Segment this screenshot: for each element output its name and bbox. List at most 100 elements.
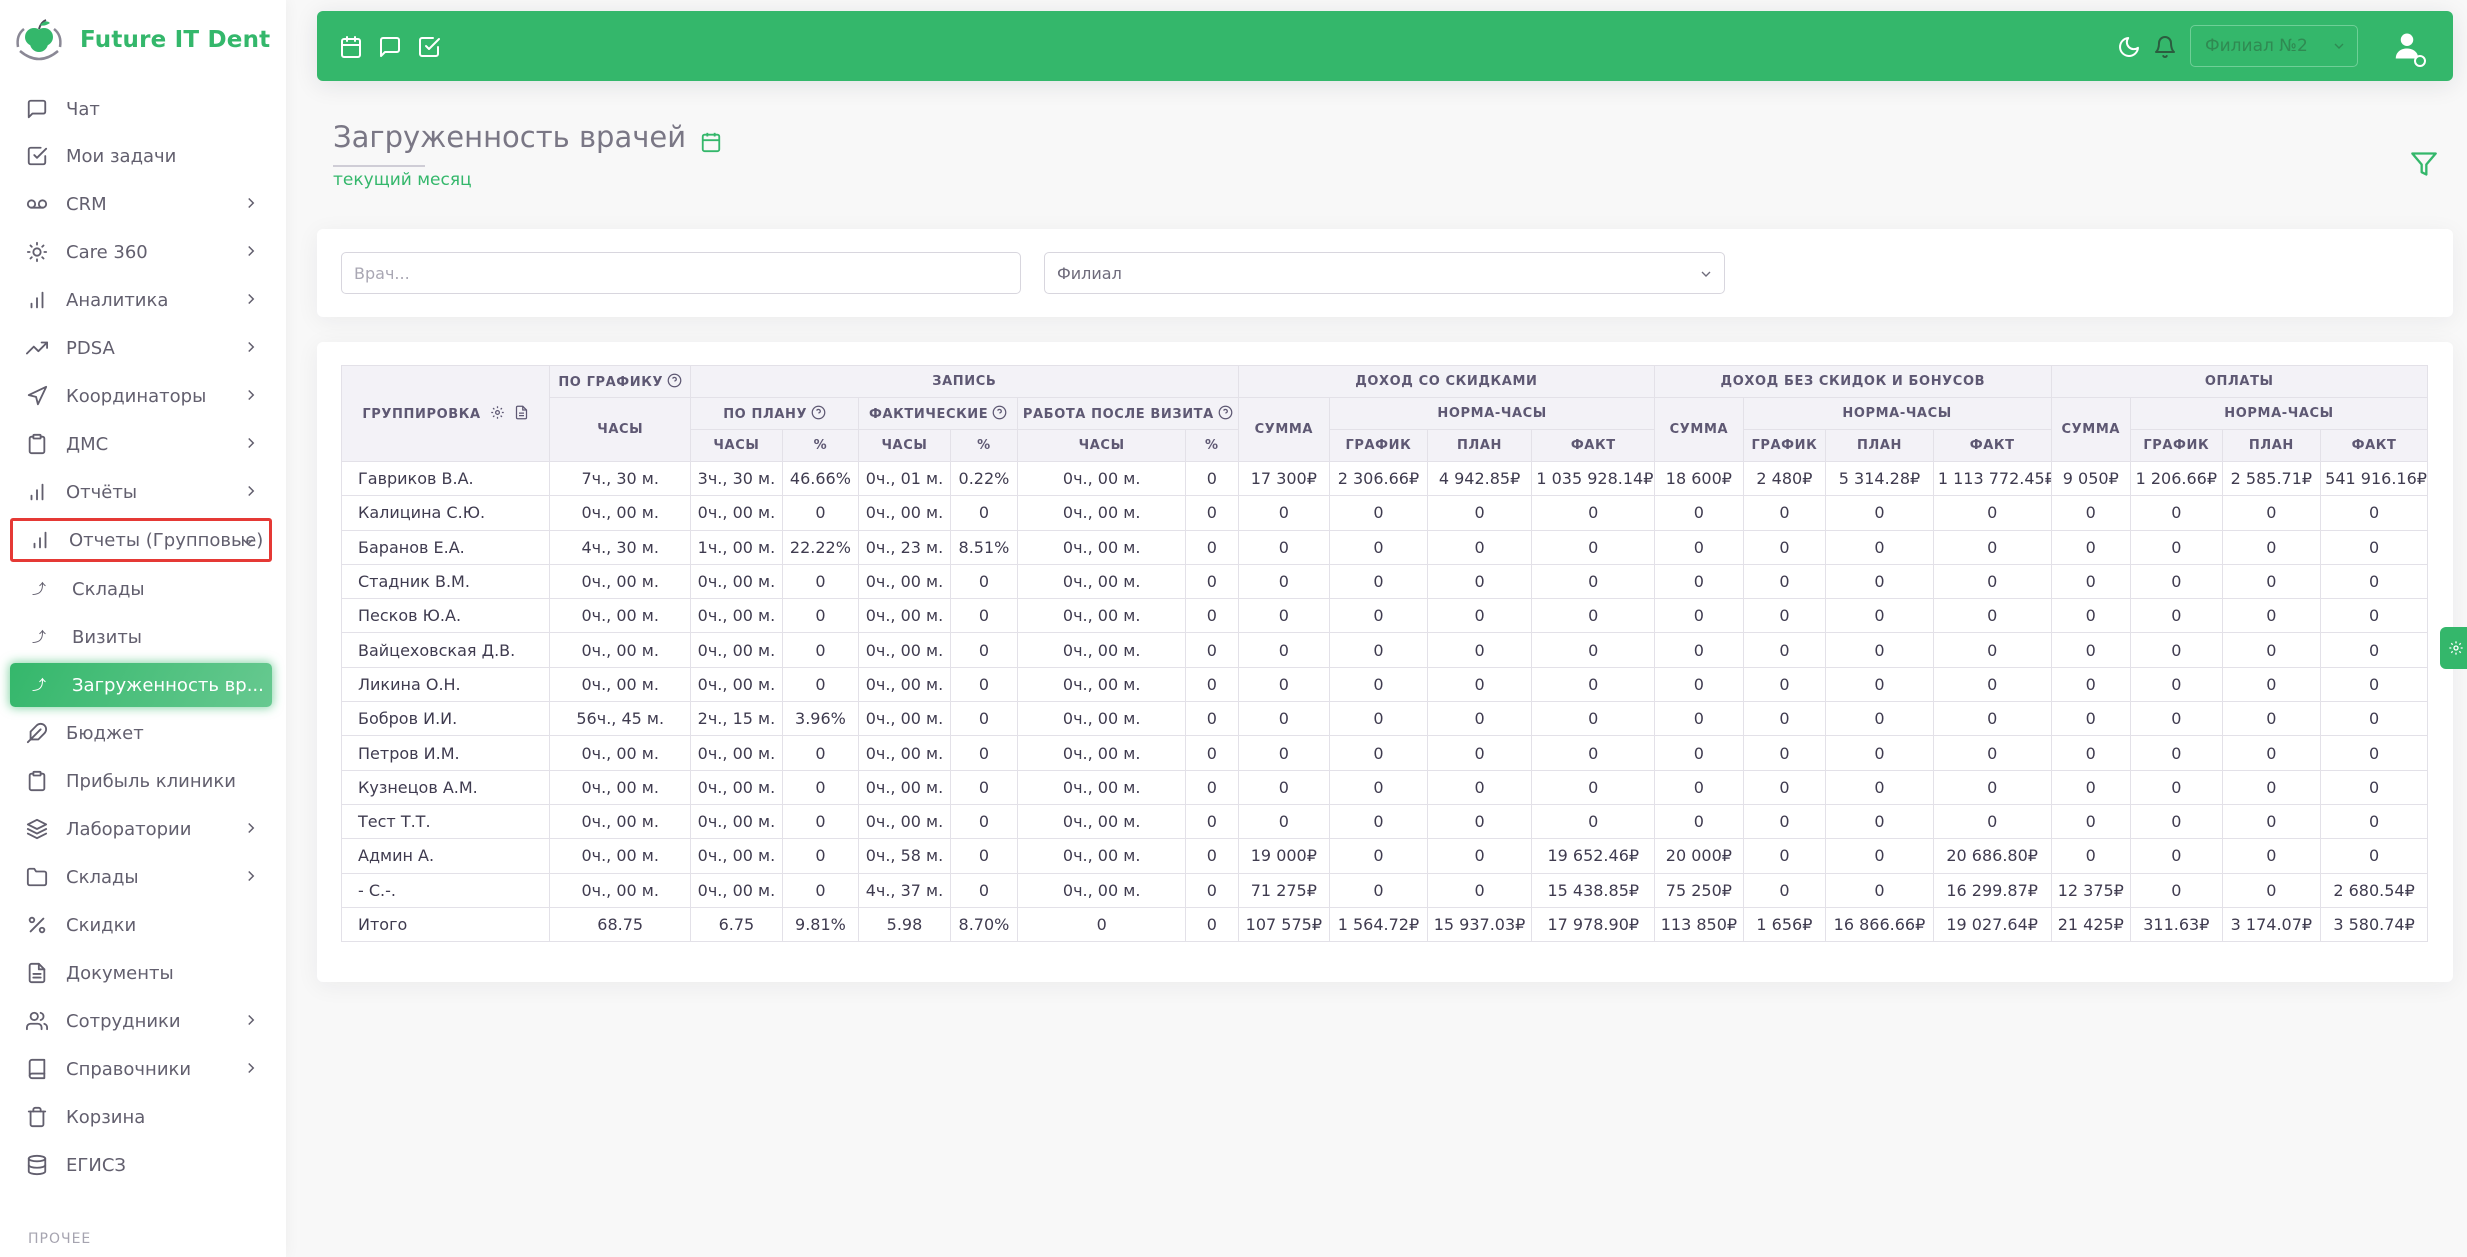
- file-text-icon[interactable]: [514, 405, 529, 420]
- table-cell-name[interactable]: - С.-.: [340, 872, 551, 908]
- table-cell: 0: [1654, 735, 1744, 771]
- check-square-icon[interactable]: [417, 35, 441, 59]
- brand[interactable]: Future IT Dent: [12, 10, 270, 70]
- sidebar-item-19[interactable]: Сотрудники: [10, 999, 272, 1043]
- sidebar-item-9[interactable]: Отчеты (Групповые): [10, 518, 272, 562]
- table-cell: 0ч., 00 м.: [549, 769, 692, 805]
- help-circle-icon[interactable]: [811, 405, 826, 420]
- workload-table: Группировка По графику Запись Доход со с…: [340, 365, 2429, 943]
- table-cell: 0ч., 00 м.: [858, 495, 951, 531]
- table-cell: 0: [781, 598, 860, 634]
- doctor-search-input[interactable]: Врач...: [341, 252, 1021, 294]
- table-cell: 0: [1932, 632, 2052, 668]
- sidebar-item-15[interactable]: Лаборатории: [10, 807, 272, 851]
- table-cell-name[interactable]: Кузнецов А.М.: [340, 769, 551, 805]
- table-cell: 0: [1742, 872, 1827, 908]
- sidebar-item-2[interactable]: CRM: [10, 182, 272, 226]
- sidebar-item-7[interactable]: ДМС: [10, 422, 272, 466]
- col-disc-sum: Сумма: [1237, 397, 1331, 462]
- table-cell: 2 585.71₽: [2221, 460, 2322, 497]
- table-cell: 12 375₽: [2050, 872, 2132, 908]
- settings-icon[interactable]: [490, 405, 505, 420]
- sidebar-item-12[interactable]: ⤴ Загруженность вр...: [10, 663, 272, 707]
- table-cell: 0: [1825, 666, 1934, 703]
- table-cell: 0: [2130, 632, 2223, 668]
- help-circle-icon[interactable]: [1218, 405, 1233, 420]
- table-cell: 0: [1531, 598, 1656, 634]
- checkbox-icon: [26, 145, 48, 167]
- sidebar-item-label: Отчеты (Групповые): [69, 529, 264, 551]
- period-link[interactable]: текущий месяц: [333, 170, 472, 190]
- table-cell-name[interactable]: Калицина С.Ю.: [340, 495, 551, 531]
- sidebar-item-20[interactable]: Справочники: [10, 1047, 272, 1091]
- sidebar-item-4[interactable]: Аналитика: [10, 278, 272, 322]
- help-circle-icon[interactable]: [667, 373, 682, 388]
- branch-select[interactable]: Филиал №2: [2190, 25, 2358, 67]
- table-cell-name[interactable]: Ликина О.Н.: [340, 666, 551, 703]
- table-cell: 0ч., 00 м.: [1017, 838, 1187, 874]
- sidebar-item-18[interactable]: Документы: [10, 951, 272, 995]
- sidebar-item-22[interactable]: ЕГИСЗ: [10, 1143, 272, 1187]
- table-cell-name[interactable]: Песков Ю.А.: [340, 598, 551, 634]
- sidebar-item-1[interactable]: Мои задачи: [10, 134, 272, 178]
- sidebar-item-3[interactable]: Care 360: [10, 230, 272, 274]
- customizer-toggle[interactable]: [2440, 627, 2467, 669]
- table-cell: 0ч., 00 м.: [549, 598, 692, 634]
- calendar-icon[interactable]: [700, 126, 722, 153]
- sidebar-item-label: Прибыль клиники: [66, 770, 236, 792]
- sidebar-item-16[interactable]: Склады: [10, 855, 272, 899]
- sidebar-item-8[interactable]: Отчёты: [10, 470, 272, 514]
- sidebar-item-14[interactable]: Прибыль клиники: [10, 759, 272, 803]
- help-circle-icon[interactable]: [992, 405, 1007, 420]
- col-nodisc-plan: План: [1825, 429, 1934, 462]
- user-icon[interactable]: [2392, 31, 2422, 61]
- table-cell-name[interactable]: Петров И.М.: [340, 735, 551, 771]
- bell-icon[interactable]: [2153, 35, 2177, 59]
- sidebar-item-21[interactable]: Корзина: [10, 1095, 272, 1139]
- col-grouping[interactable]: Группировка: [340, 365, 551, 462]
- table-cell: 0: [2221, 632, 2322, 668]
- table-cell-name[interactable]: Стадник В.М.: [340, 563, 551, 600]
- table-cell: 0: [1185, 838, 1239, 874]
- sidebar-item-6[interactable]: Координаторы: [10, 374, 272, 418]
- table-cell: 0: [2130, 563, 2223, 600]
- sidebar-item-11[interactable]: ⤴ Визиты: [10, 615, 272, 659]
- chevron-right-icon: [242, 1059, 260, 1077]
- table-cell: 0: [1426, 529, 1533, 565]
- sidebar-item-0[interactable]: Чат: [10, 87, 272, 131]
- table-cell: 9.81%: [781, 906, 860, 943]
- branch-filter-select[interactable]: Филиал: [1044, 252, 1725, 294]
- table-cell-name[interactable]: Вайцеховская Д.В.: [340, 632, 551, 668]
- table-cell: 0: [1329, 563, 1428, 600]
- table-cell: 0: [1932, 701, 2052, 737]
- calendar-icon[interactable]: [339, 35, 363, 59]
- table-cell: 0: [2320, 632, 2428, 668]
- table-cell: 0: [2130, 803, 2223, 840]
- table-cell-name[interactable]: Баранов Е.А.: [340, 529, 551, 565]
- table-cell: 3ч., 30 м.: [690, 460, 783, 497]
- table-cell-name[interactable]: Бобров И.И.: [340, 701, 551, 737]
- table-cell: 17 978.90₽: [1531, 906, 1656, 943]
- moon-icon[interactable]: [2117, 35, 2141, 59]
- table-cell: 0: [2130, 529, 2223, 565]
- chevron-right-icon: [242, 1011, 260, 1029]
- table-cell: 0: [2050, 632, 2132, 668]
- col-nodisc-sum: Сумма: [1654, 397, 1744, 462]
- table-cell: 0: [949, 598, 1019, 634]
- table-cell-name[interactable]: Гавриков В.А.: [340, 460, 551, 497]
- table-cell: 4 942.85₽: [1426, 460, 1533, 497]
- message-icon[interactable]: [378, 35, 402, 59]
- filter-icon[interactable]: [2410, 150, 2438, 178]
- table-cell: 0: [1742, 529, 1827, 565]
- table-cell-name[interactable]: Тест Т.Т.: [340, 803, 551, 840]
- bar-chart-icon: [26, 289, 48, 311]
- brand-name: Future IT Dent: [80, 27, 271, 53]
- table-cell-name[interactable]: Админ А.: [340, 838, 551, 874]
- branch-select-value: Филиал №2: [2205, 36, 2308, 56]
- sidebar-item-13[interactable]: Бюджет: [10, 711, 272, 755]
- table-cell: 18 600₽: [1654, 460, 1744, 497]
- sidebar-item-5[interactable]: PDSA: [10, 326, 272, 370]
- table-cell: 1 035 928.14₽: [1531, 460, 1656, 497]
- sidebar-item-17[interactable]: Скидки: [10, 903, 272, 947]
- sidebar-item-10[interactable]: ⤴ Склады: [10, 567, 272, 611]
